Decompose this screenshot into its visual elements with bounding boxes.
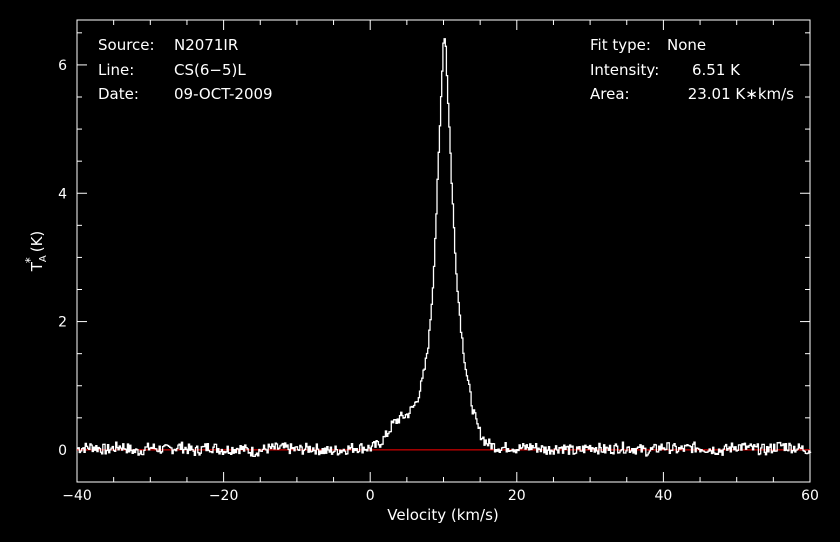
spectrum-line	[77, 38, 812, 458]
y-axis-label-sub: A	[38, 255, 49, 262]
x-axis-label: Velocity (km/s)	[387, 506, 498, 524]
x-tick-label: 60	[801, 488, 819, 504]
line-value: CS(6−5)L	[174, 61, 246, 79]
line-label: Line:	[98, 61, 134, 79]
y-tick-label: 0	[58, 443, 67, 459]
y-tick-label: 2	[58, 315, 67, 331]
area-label: Area:	[590, 85, 630, 103]
x-tick-label: −40	[62, 488, 92, 504]
y-axis-label-main: T	[28, 261, 46, 272]
source-value: N2071IR	[174, 36, 238, 54]
y-axis-label-unit: (K)	[28, 231, 46, 253]
source-label: Source:	[98, 36, 155, 54]
x-tick-label: 0	[366, 488, 375, 504]
date-label: Date:	[98, 85, 139, 103]
intensity-value: 6.51 K	[692, 61, 741, 79]
svg-text:TA*(K): TA* (K)	[23, 231, 49, 273]
y-tick-label: 4	[58, 186, 67, 202]
x-tick-label: −20	[209, 488, 239, 504]
x-tick-label: 20	[508, 488, 526, 504]
intensity-label: Intensity:	[590, 61, 659, 79]
fit-value: None	[667, 36, 706, 54]
y-tick-label: 6	[58, 58, 67, 74]
x-tick-label: 40	[654, 488, 672, 504]
date-value: 09-OCT-2009	[174, 85, 273, 103]
fit-label: Fit type:	[590, 36, 651, 54]
y-axis-label-sup: *	[23, 257, 37, 263]
area-value: 23.01 K∗km/s	[688, 85, 794, 103]
y-axis-label: TA* (K)	[23, 231, 49, 273]
